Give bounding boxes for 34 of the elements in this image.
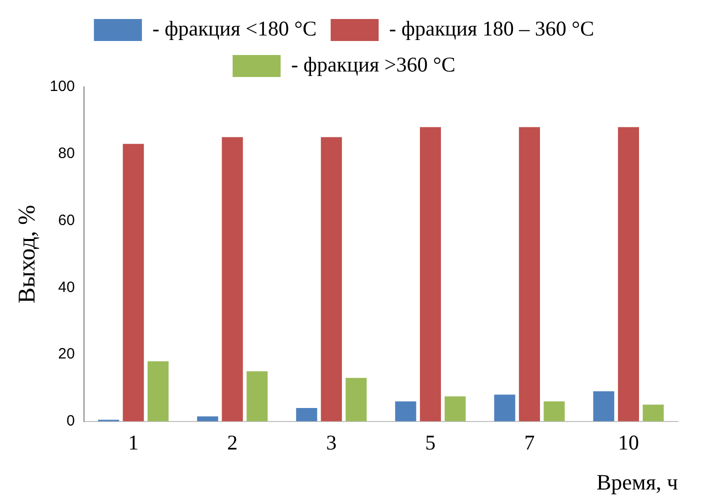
bar [197,416,218,422]
bar [346,378,367,422]
y-tick-label: 80 [58,145,75,162]
x-axis-title: Время, ч [596,470,678,495]
y-tick-label: 0 [66,412,75,430]
bar [296,408,318,422]
bar [246,371,268,422]
bar [444,396,466,422]
x-tick-label: 10 [618,430,639,455]
bar [222,137,243,422]
bar [494,394,516,422]
x-tick-label: 1 [128,430,139,455]
legend-label: - фракция >360 °C [291,52,456,77]
bar [148,361,169,422]
y-tick-label: 60 [58,212,75,229]
bar [518,127,540,422]
bar [395,401,416,422]
y-tick-label: 40 [58,278,75,296]
legend-label: - фракция <180 °C [152,16,317,41]
y-axis-title: Выход, % [14,204,41,304]
y-tick-label: 100 [50,78,75,96]
bar [122,144,144,422]
x-tick-label: 3 [326,430,337,455]
y-tick-label: 20 [58,346,75,363]
bar [320,137,342,422]
legend-label: - фракция 180 – 360 °C [389,16,594,41]
x-tick-label: 7 [524,430,535,455]
bar [642,404,664,422]
x-tick-label: 5 [425,430,436,455]
bar [544,401,565,422]
bar [593,391,614,422]
bar [618,127,640,422]
bar [420,127,441,422]
x-tick-label: 2 [227,430,238,455]
